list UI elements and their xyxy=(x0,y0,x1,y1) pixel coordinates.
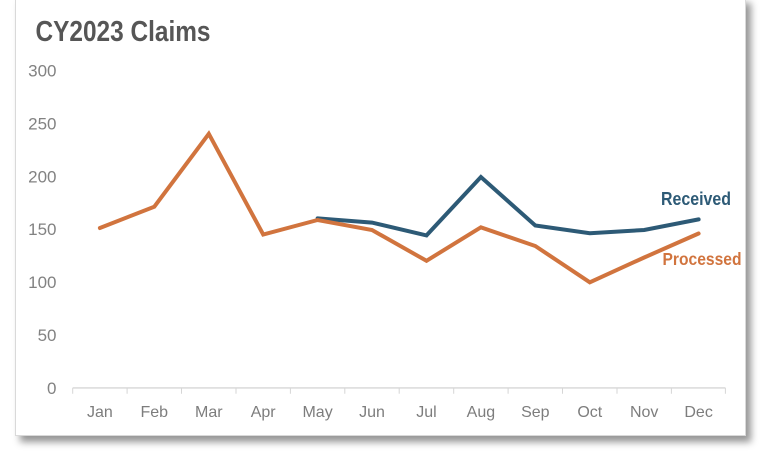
svg-text:Jan: Jan xyxy=(87,404,113,421)
svg-text:Received: Received xyxy=(661,189,731,209)
svg-text:Feb: Feb xyxy=(141,404,169,421)
svg-text:Mar: Mar xyxy=(195,404,223,421)
svg-text:Sep: Sep xyxy=(521,404,550,421)
svg-text:Dec: Dec xyxy=(684,404,712,421)
svg-text:Jul: Jul xyxy=(416,404,436,421)
svg-text:0: 0 xyxy=(47,379,56,398)
svg-text:Apr: Apr xyxy=(251,404,277,421)
svg-text:150: 150 xyxy=(28,220,56,239)
svg-text:Oct: Oct xyxy=(577,404,602,421)
svg-text:250: 250 xyxy=(28,114,56,133)
svg-text:Processed: Processed xyxy=(663,249,742,269)
svg-text:Nov: Nov xyxy=(630,404,658,421)
svg-text:50: 50 xyxy=(38,326,57,345)
svg-text:Aug: Aug xyxy=(467,404,495,421)
svg-text:200: 200 xyxy=(28,167,56,186)
svg-text:May: May xyxy=(302,404,332,421)
svg-text:100: 100 xyxy=(28,273,56,292)
svg-text:Jun: Jun xyxy=(359,404,385,421)
svg-text:CY2023 Claims: CY2023 Claims xyxy=(36,16,211,48)
svg-text:300: 300 xyxy=(28,62,56,81)
